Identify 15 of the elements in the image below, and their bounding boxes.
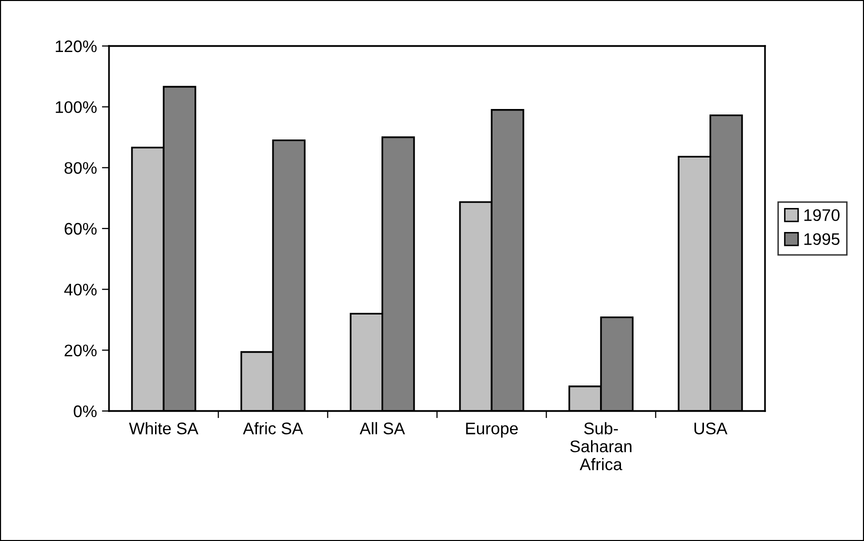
y-tick-label: 120% [56,40,97,52]
x-tick-label: White SA [129,422,198,434]
x-tick-label: Europe [466,422,518,438]
y-tick-label: 80% [64,162,97,174]
x-tick-label: Afric SA [242,422,304,434]
x-tick-label: USA [694,422,728,434]
legend-label: 1995 [804,233,840,245]
y-tick-label: 40% [64,284,97,296]
x-tick-label: All SA [360,422,405,434]
y-tick-label: 100% [56,101,97,114]
legend-label: 1970 [804,209,840,222]
y-tick-label: 20% [64,344,97,356]
x-tick-label: Sub- Saharan Africa [570,422,632,470]
y-tick-label: 60% [64,222,97,235]
y-tick-label: 0% [74,405,97,418]
